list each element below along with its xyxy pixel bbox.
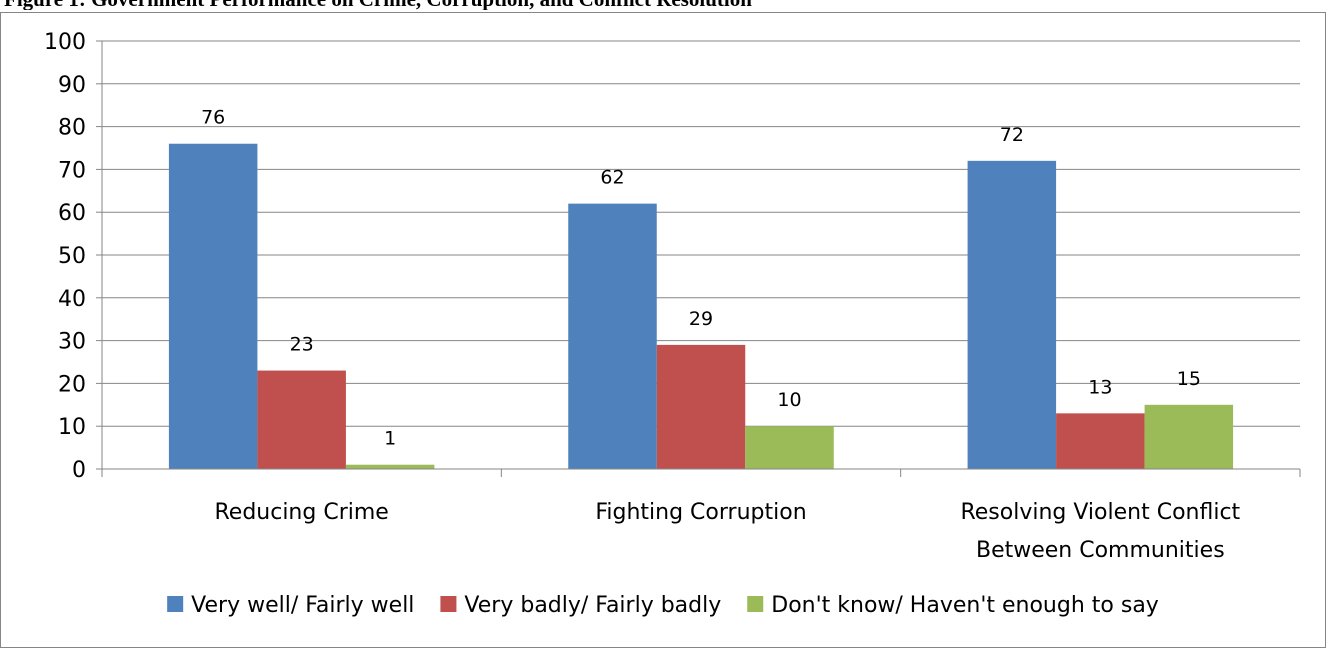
y-tick-label-60: 60 <box>58 201 86 226</box>
data-label-0-0: 76 <box>201 107 225 129</box>
data-label-2-0: 72 <box>1000 124 1024 146</box>
y-tick-label-40: 40 <box>58 287 86 312</box>
y-tick-label-0: 0 <box>72 458 86 483</box>
figure-caption: Figure 1: Government Performance on Crim… <box>4 0 1324 10</box>
legend-label-2: Don't know/ Haven't enough to say <box>771 593 1159 618</box>
data-label-0-1: 23 <box>290 334 314 356</box>
legend-swatch-1 <box>440 596 457 612</box>
data-label-1-1: 29 <box>689 308 713 330</box>
data-label-2-2: 15 <box>1177 368 1201 390</box>
y-tick-label-100: 100 <box>44 30 86 55</box>
legend: Very well/ Fairly well Very badly/ Fairly… <box>167 593 1159 618</box>
bar-0-1 <box>257 370 346 469</box>
legend-item-2: Don't know/ Haven't enough to say <box>747 593 1159 618</box>
y-tick-label-50: 50 <box>58 244 86 269</box>
y-tick-label-20: 20 <box>58 372 86 397</box>
bar-1-0 <box>568 203 657 469</box>
y-tick-label-70: 70 <box>58 158 86 183</box>
data-label-2-1: 13 <box>1088 376 1112 398</box>
legend-swatch-0 <box>167 596 184 612</box>
y-tick-label-10: 10 <box>58 415 86 440</box>
legend-swatch-2 <box>747 596 764 612</box>
category-label-2-1: Between Communities <box>976 538 1225 563</box>
legend-label-0: Very well/ Fairly well <box>191 593 414 618</box>
bars <box>168 143 1234 469</box>
y-axis: 0 10 20 30 40 50 60 70 80 90 100 <box>44 30 103 483</box>
legend-label-1: Very badly/ Fairly badly <box>464 593 721 618</box>
data-label-0-2: 1 <box>384 428 396 450</box>
bar-2-0 <box>967 160 1057 469</box>
bar-0-0 <box>168 143 258 469</box>
y-tick-label-30: 30 <box>58 330 86 355</box>
y-tick-label-80: 80 <box>58 116 86 141</box>
bar-1-2 <box>745 426 834 469</box>
category-label-2-0: Resolving Violent Conflict <box>960 500 1240 525</box>
y-tick-label-90: 90 <box>58 73 86 98</box>
legend-item-1: Very badly/ Fairly badly <box>440 593 721 618</box>
bar-1-1 <box>656 344 746 469</box>
category-label-0-0: Reducing Crime <box>214 500 388 525</box>
bar-0-2 <box>345 464 435 469</box>
category-label-1-0: Fighting Corruption <box>595 500 806 525</box>
x-axis: Reducing Crime Fighting Corruption Resolvi… <box>101 468 1301 563</box>
data-label-1-2: 10 <box>777 389 801 411</box>
bar-2-2 <box>1144 404 1234 469</box>
data-label-1-0: 62 <box>600 167 624 189</box>
bar-2-1 <box>1056 413 1145 469</box>
legend-item-0: Very well/ Fairly well <box>167 593 414 618</box>
data-labels: 76 23 1 62 29 10 72 13 15 <box>201 107 1201 450</box>
